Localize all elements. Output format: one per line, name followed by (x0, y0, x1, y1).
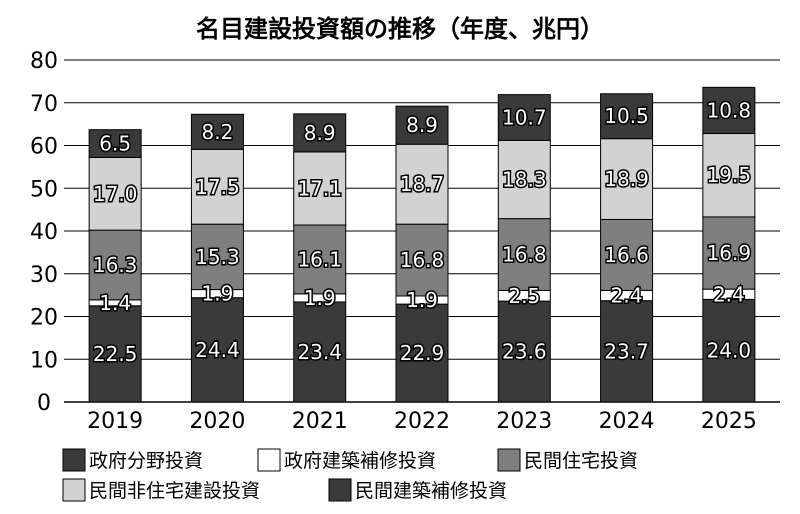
bar-segment (395, 223, 449, 297)
x-tick-label: 2023 (496, 409, 552, 434)
legend-label: 政府建築補修投資 (284, 450, 436, 472)
x-tick-label: 2019 (87, 409, 143, 434)
bar-segment (497, 139, 551, 220)
data-label: 24.4 (195, 338, 240, 362)
bar-segment (190, 148, 244, 225)
x-tick-label: 2021 (292, 409, 348, 434)
bar-segment (293, 301, 347, 403)
x-tick-label: 2022 (394, 409, 450, 434)
bar-segment (190, 297, 244, 403)
data-label: 1.9 (304, 286, 336, 310)
data-label: 8.9 (304, 121, 336, 145)
bar-segment (88, 229, 142, 301)
data-label: 10.8 (707, 98, 752, 122)
data-label: 18.3 (502, 167, 547, 191)
data-label: 1.9 (406, 288, 438, 312)
bar-segment (600, 300, 654, 403)
y-axis-ticks: 0 10 20 30 40 50 60 70 80 (30, 49, 58, 416)
y-tick-label: 20 (30, 306, 58, 331)
bar-segment (497, 300, 551, 403)
data-label: 17.0 (93, 182, 138, 206)
data-label: 16.6 (604, 243, 649, 267)
data-label: 18.7 (400, 172, 445, 196)
data-label: 2.5 (508, 284, 540, 308)
bar-segment (600, 138, 654, 220)
data-label: 24.0 (707, 339, 752, 363)
bar-segment (293, 224, 347, 295)
y-tick-label: 40 (30, 220, 58, 245)
legend-swatch (328, 478, 352, 502)
x-tick-label: 2020 (189, 409, 245, 434)
bar-segment (395, 105, 449, 145)
x-tick-label: 2024 (599, 409, 655, 434)
y-tick-label: 60 (30, 135, 58, 160)
y-tick-label: 0 (37, 391, 51, 416)
x-tick-label: 2025 (701, 409, 757, 434)
chart-title: 名目建設投資額の推移（年度、兆円） (196, 15, 604, 43)
bars (88, 86, 756, 403)
bar-segment (702, 298, 756, 403)
data-label: 23.6 (502, 340, 547, 364)
data-label: 2.4 (611, 284, 643, 308)
bar-segment (395, 303, 449, 403)
legend-swatch (497, 448, 521, 472)
bar-segment (88, 305, 142, 403)
data-labels: 22.5 1.4 16.3 17.0 6.5 24.4 1.9 15.3 17.5 8.2 23.4… (91, 97, 752, 367)
data-label: 16.8 (400, 248, 445, 272)
data-label: 6.5 (99, 132, 131, 156)
data-label: 16.9 (707, 241, 752, 265)
legend-swatch (62, 478, 86, 502)
bar-segment (600, 93, 654, 140)
data-label: 17.5 (195, 175, 240, 199)
data-label: 23.4 (297, 340, 342, 364)
y-tick-label: 70 (30, 92, 58, 117)
bar-segment (395, 143, 449, 225)
data-label: 15.3 (195, 245, 240, 269)
legend-label: 民間建築補修投資 (355, 480, 507, 502)
data-label: 23.7 (604, 339, 649, 363)
y-tick-label: 30 (30, 263, 58, 288)
legend-swatch (257, 448, 281, 472)
data-label: 8.2 (202, 120, 234, 144)
data-label: 18.9 (604, 167, 649, 191)
x-axis-ticks: 2019 2020 2021 2022 2023 2024 2025 (87, 409, 757, 434)
data-label: 8.9 (406, 113, 438, 137)
bar-segment (702, 86, 756, 135)
data-label: 19.5 (707, 163, 752, 187)
bar-segment (293, 113, 347, 153)
bar-segment (88, 156, 142, 231)
data-label: 1.4 (99, 291, 131, 315)
legend-label: 政府分野投資 (89, 450, 203, 472)
legend-swatch (62, 448, 86, 472)
bar-segment (702, 216, 756, 290)
y-tick-label: 50 (30, 177, 58, 202)
bar-segment (190, 113, 244, 150)
bar-segment (702, 133, 756, 218)
data-label: 10.7 (502, 105, 547, 129)
data-label: 16.1 (297, 247, 342, 271)
bar-segment (293, 151, 347, 226)
legend-label: 民間非住宅建設投資 (89, 480, 260, 502)
bar-segment (600, 218, 654, 291)
data-label: 16.8 (502, 243, 547, 267)
data-label: 17.1 (297, 176, 342, 200)
legend-label: 民間住宅投資 (524, 450, 638, 472)
data-label: 22.5 (93, 342, 138, 366)
y-tick-label: 10 (30, 348, 58, 373)
bar-segment (88, 129, 142, 158)
data-label: 16.3 (93, 253, 138, 277)
data-label: 2.4 (713, 282, 745, 306)
data-label: 22.9 (400, 341, 445, 365)
y-tick-label: 80 (30, 49, 58, 74)
bar-segment (497, 94, 551, 141)
data-label: 10.5 (604, 104, 649, 128)
data-label: 1.9 (202, 282, 234, 306)
